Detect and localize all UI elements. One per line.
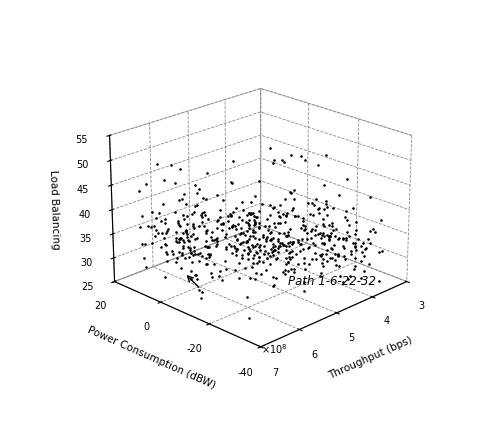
X-axis label: Throughput (bps): Throughput (bps)	[326, 335, 414, 381]
Y-axis label: Power Consumption (dBW): Power Consumption (dBW)	[86, 325, 217, 391]
